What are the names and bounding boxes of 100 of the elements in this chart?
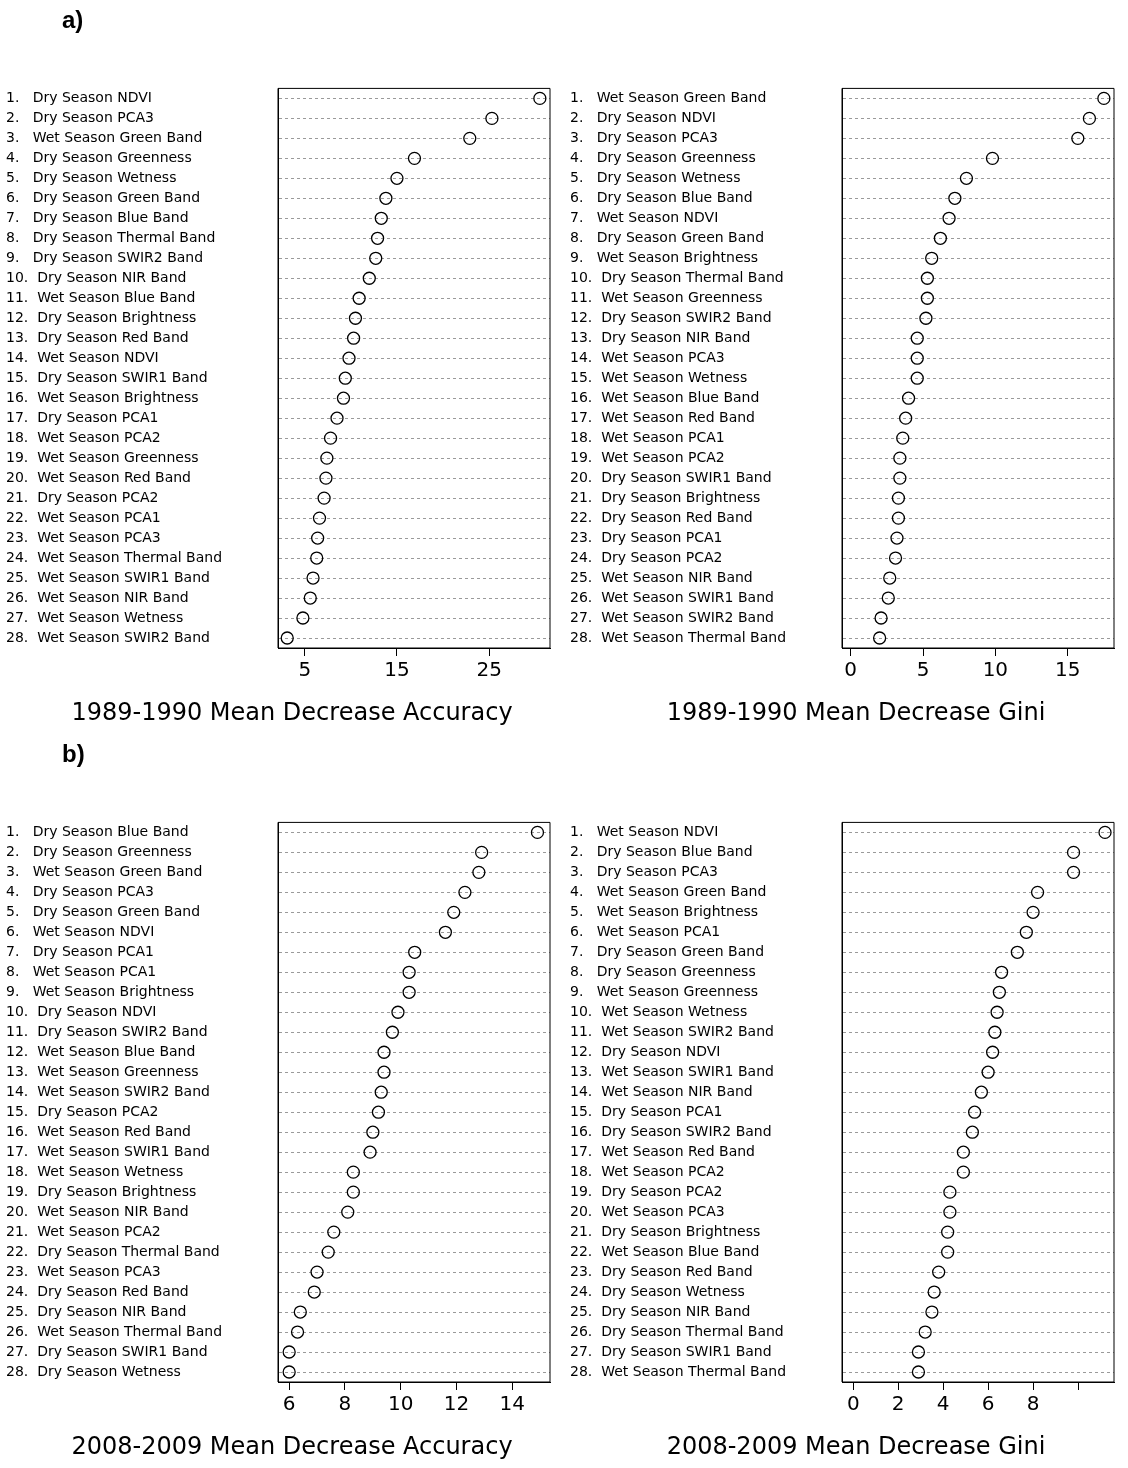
x-tick-label: 25 [476, 657, 502, 682]
y-tick-label: 4. Dry Season Greenness [570, 148, 756, 165]
y-tick-label: 22. Dry Season Thermal Band [6, 1242, 220, 1259]
y-tick-label: 6. Wet Season NDVI [6, 922, 155, 939]
point [458, 885, 472, 899]
point [346, 1165, 360, 1179]
point [1010, 945, 1024, 959]
y-tick-label: 4. Dry Season Greenness [6, 148, 192, 165]
y-tick-label: 9. Wet Season Brightness [570, 248, 759, 265]
y-tick-label: 3. Dry Season PCA3 [570, 129, 718, 145]
y-tick-label: 24. Dry Season Red Band [6, 1282, 189, 1299]
point [1097, 91, 1111, 106]
point [321, 1245, 335, 1259]
y-tick-label: 23. Wet Season PCA3 [6, 1262, 161, 1279]
point [390, 171, 404, 185]
x-axis-title: 2008-2009 Mean Decrease Gini [666, 1432, 1046, 1461]
y-tick-label: 16. Wet Season Blue Band [570, 388, 760, 405]
point [927, 1285, 941, 1299]
y-tick-label: 2. Dry Season PCA3 [6, 109, 154, 126]
y-tick-label: 20. Dry Season SWIR1 Band [570, 468, 772, 485]
point [377, 1065, 391, 1079]
point [346, 1185, 360, 1199]
y-tick-label: 19. Wet Season PCA2 [570, 448, 725, 465]
y-tick-label: 9. Dry Season SWIR2 Band [6, 248, 204, 265]
y-tick-label: 1. Wet Season NDVI [570, 823, 719, 840]
point [990, 1005, 1004, 1019]
y-tick-label: 23. Wet Season PCA3 [6, 528, 161, 545]
point [956, 1165, 971, 1179]
point [965, 1125, 980, 1139]
y-tick-label: 28. Dry Season Wetness [6, 1362, 181, 1379]
x-tick-label: 8 [338, 1391, 352, 1416]
point [377, 1045, 391, 1059]
y-tick-label: 25. Dry Season NIR Band [570, 1302, 751, 1319]
y-tick-label: 13. Dry Season NIR Band [570, 328, 751, 345]
point [948, 191, 962, 205]
point [941, 1225, 955, 1239]
y-tick-label: 4. Dry Season PCA3 [6, 882, 154, 899]
point [330, 411, 344, 425]
point [891, 511, 906, 525]
point [992, 985, 1007, 999]
point [475, 845, 489, 860]
point [407, 151, 422, 165]
point [872, 631, 887, 645]
y-tick-label: 26. Wet Season Thermal Band [6, 1322, 223, 1339]
x-tick-label: 0 [844, 657, 858, 682]
x-tick-label: 5 [916, 657, 930, 682]
y-tick-label: 18. Wet Season PCA2 [570, 1162, 725, 1179]
point [282, 1365, 296, 1379]
point [959, 171, 974, 185]
y-tick-label: 25. Wet Season SWIR1 Band [6, 568, 210, 585]
point [874, 611, 888, 625]
y-tick-label: 5. Dry Season Wetness [570, 168, 741, 185]
point [371, 1105, 386, 1119]
point [307, 1285, 321, 1299]
y-tick-label: 25. Wet Season NIR Band [570, 568, 753, 585]
point [1082, 111, 1097, 126]
point [370, 231, 385, 245]
x-tick-label: 12 [443, 1391, 470, 1416]
point [311, 531, 325, 545]
y-tick-label: 26. Dry Season Thermal Band [570, 1322, 784, 1339]
y-tick-label: 8. Dry Season Thermal Band [6, 228, 216, 245]
point [408, 945, 422, 959]
point [317, 491, 331, 505]
point [994, 965, 1009, 979]
y-tick-label: 5. Wet Season Brightness [570, 902, 759, 919]
x-axis-title: 1989-1990 Mean Decrease Accuracy [71, 698, 513, 727]
point [348, 311, 363, 325]
y-tick-label: 6. Dry Season Green Band [6, 188, 201, 205]
point [896, 431, 910, 445]
y-tick-label: 22. Wet Season Blue Band [570, 1242, 760, 1259]
point [920, 291, 935, 305]
x-tick-label: 2 [891, 1391, 905, 1416]
y-tick-label: 12. Wet Season Blue Band [6, 1042, 196, 1059]
point [956, 1145, 971, 1159]
point [890, 531, 904, 545]
y-tick-label: 27. Dry Season SWIR1 Band [6, 1342, 208, 1359]
point [362, 271, 376, 285]
point [911, 1365, 926, 1379]
y-tick-label: 13. Wet Season SWIR1 Band [570, 1062, 774, 1079]
point [352, 291, 366, 305]
point [290, 1325, 305, 1339]
y-tick-label: 16. Wet Season Brightness [6, 388, 199, 405]
point [320, 451, 334, 465]
y-tick-label: 17. Wet Season Red Band [570, 1142, 755, 1159]
y-tick-label: 23. Dry Season PCA1 [570, 528, 723, 545]
x-tick-label: 15 [384, 657, 410, 682]
point [1026, 905, 1040, 919]
y-tick-label: 13. Wet Season Greenness [6, 1062, 199, 1079]
point [888, 551, 903, 565]
point [974, 1085, 989, 1099]
point [925, 251, 939, 265]
point [374, 1085, 388, 1099]
point [533, 91, 547, 106]
point [933, 231, 948, 245]
y-tick-label: 15. Dry Season PCA2 [6, 1102, 159, 1119]
point [438, 925, 453, 939]
y-tick-label: 2. Dry Season Blue Band [570, 843, 753, 860]
y-tick-label: 12. Dry Season SWIR2 Band [570, 308, 772, 325]
point [910, 331, 924, 345]
y-tick-label: 21. Dry Season Brightness [570, 1222, 761, 1239]
